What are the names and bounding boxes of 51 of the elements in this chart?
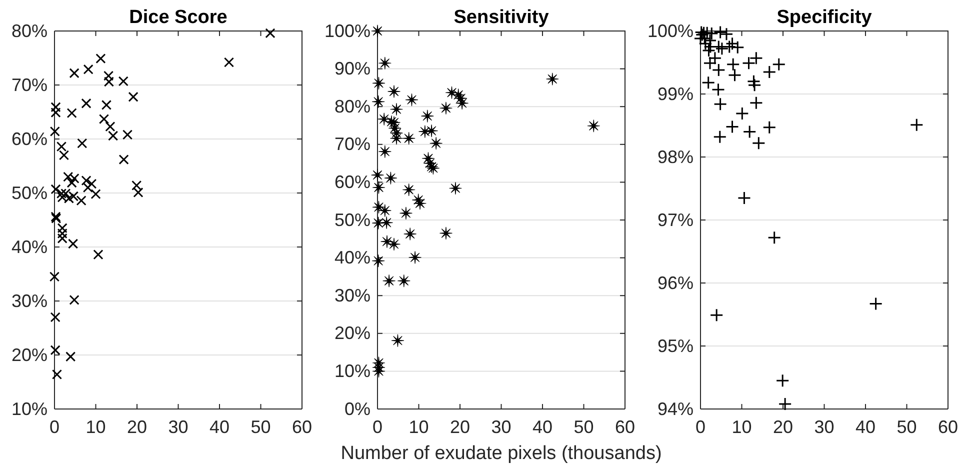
y-tick-label: 70% (334, 134, 370, 154)
y-tick-label: 60% (11, 128, 48, 149)
y-tick-label: 30% (11, 290, 48, 311)
chart-title: Dice Score (129, 7, 228, 28)
x-tick-label: 20 (450, 416, 470, 437)
x-tick-label: 20 (126, 416, 148, 437)
x-tick-label: 30 (168, 416, 188, 437)
x-tick-label: 10 (408, 416, 429, 437)
x-axis-title: Number of exudate pixels (thousands) (340, 443, 662, 464)
x-tick-label: 10 (86, 416, 106, 437)
y-tick-label: 30% (334, 285, 370, 306)
y-tick-label: 70% (11, 74, 48, 95)
y-tick-label: 50% (334, 210, 370, 230)
x-tick-label: 50 (574, 416, 594, 437)
chart-title: Sensitivity (454, 7, 550, 28)
y-tick-label: 100% (324, 20, 370, 41)
y-tick-label: 98% (657, 146, 694, 167)
x-tick-label: 50 (250, 416, 271, 437)
x-tick-label: 10 (732, 416, 752, 437)
y-tick-label: 10% (334, 360, 370, 381)
x-tick-label: 0 (49, 416, 60, 437)
y-tick-label: 60% (334, 172, 370, 192)
y-tick-label: 100% (647, 20, 694, 41)
x-tick-label: 20 (772, 416, 794, 437)
x-tick-label: 0 (695, 416, 706, 437)
y-tick-label: 97% (657, 210, 694, 230)
x-tick-label: 40 (209, 416, 230, 437)
x-tick-label: 40 (855, 416, 876, 437)
y-tick-label: 40% (334, 248, 370, 268)
y-tick-label: 10% (11, 398, 48, 419)
x-tick-label: 0 (372, 416, 383, 437)
y-tick-label: 96% (657, 272, 694, 293)
y-tick-label: 20% (334, 323, 370, 344)
x-tick-label: 60 (292, 416, 312, 437)
chart-title: Specificity (776, 7, 872, 28)
x-tick-label: 60 (938, 416, 958, 437)
x-tick-label: 40 (532, 416, 553, 437)
y-tick-label: 94% (657, 398, 694, 419)
y-tick-label: 80% (334, 96, 370, 116)
x-tick-label: 30 (491, 416, 512, 437)
y-tick-label: 90% (334, 58, 370, 79)
y-tick-label: 50% (11, 182, 48, 203)
y-tick-label: 40% (11, 236, 48, 257)
x-tick-label: 60 (614, 416, 636, 437)
x-tick-label: 50 (896, 416, 917, 437)
y-tick-label: 99% (657, 84, 694, 104)
y-tick-label: 95% (657, 336, 694, 356)
y-tick-label: 20% (11, 344, 48, 365)
y-tick-label: 80% (11, 20, 48, 41)
x-tick-label: 30 (814, 416, 834, 437)
y-tick-label: 0% (344, 398, 370, 419)
